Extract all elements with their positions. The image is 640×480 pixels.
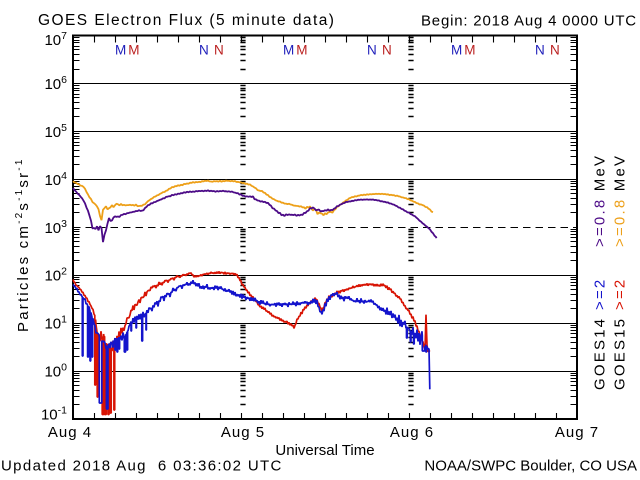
svg-text:M: M [115, 43, 126, 58]
svg-text:>=2: >=2 [592, 278, 609, 310]
svg-text:GOES Electron Flux (5 minute d: GOES Electron Flux (5 minute data) [38, 12, 335, 29]
svg-text:N: N [199, 43, 209, 58]
svg-text:N: N [367, 43, 377, 58]
svg-text:GOES14: GOES14 [592, 317, 609, 390]
svg-text:Updated 2018 Aug 6 03:36:02 U: Updated 2018 Aug 6 03:36:02 UTC [1, 458, 283, 475]
svg-text:N: N [535, 43, 545, 58]
svg-text:N: N [550, 43, 560, 58]
svg-text:Aug 6: Aug 6 [390, 424, 434, 441]
svg-text:M: M [296, 43, 307, 58]
svg-text:Aug 7: Aug 7 [555, 424, 599, 441]
svg-text:>=0.8 MeV: >=0.8 MeV [592, 154, 609, 247]
svg-text:>=2: >=2 [612, 278, 629, 310]
svg-text:Begin: 2018 Aug 4 0000 UTC: Begin: 2018 Aug 4 0000 UTC [421, 13, 637, 30]
svg-text:Aug 4: Aug 4 [48, 424, 92, 441]
svg-text:N: N [214, 43, 224, 58]
svg-text:M: M [451, 43, 462, 58]
svg-text:N: N [382, 43, 392, 58]
svg-text:GOES15: GOES15 [612, 317, 629, 390]
svg-text:M: M [464, 43, 475, 58]
svg-text:M: M [283, 43, 294, 58]
svg-text:Particles cm-2s-1sr-1: Particles cm-2s-1sr-1 [14, 157, 32, 332]
svg-text:Universal Time: Universal Time [275, 442, 374, 459]
svg-text:Aug 5: Aug 5 [221, 424, 265, 441]
svg-text:>=0.8 MeV: >=0.8 MeV [612, 154, 629, 247]
svg-text:M: M [128, 43, 139, 58]
svg-text:NOAA/SWPC Boulder, CO USA: NOAA/SWPC Boulder, CO USA [424, 458, 637, 475]
